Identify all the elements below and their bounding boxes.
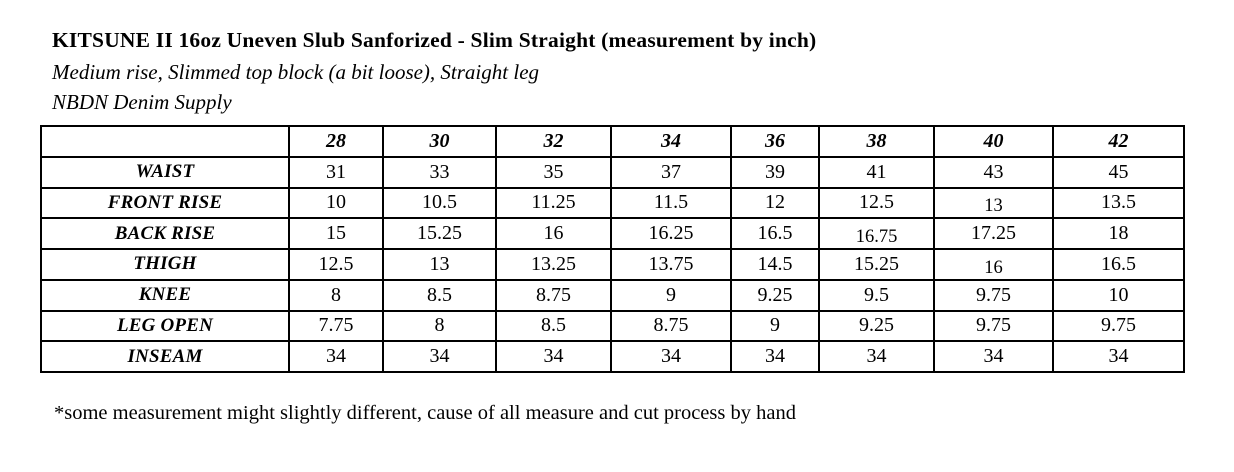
footnote-disclaimer: *some measurement might slightly differe… (54, 402, 796, 424)
measurement-cell: 8.75 (610, 309, 732, 343)
measurement-cell: 31 (288, 155, 384, 189)
row-label-waist: WAIST (40, 155, 290, 189)
measurement-cell: 34 (730, 340, 820, 373)
measurement-cell: 8.5 (495, 309, 612, 343)
measurement-cell: 13 (382, 248, 497, 281)
measurement-cell: 16.5 (730, 217, 820, 250)
measurement-cell: 11.5 (610, 186, 732, 220)
table-row-inseam: INSEAM 34 34 34 34 34 34 34 34 (40, 340, 1185, 373)
measurement-cell: 9.75 (933, 278, 1054, 312)
measurement-cell: 34 (818, 340, 935, 373)
measurement-cell: 13.75 (610, 248, 732, 281)
measurement-cell: 10 (1052, 278, 1185, 312)
measurement-cell: 12.5 (818, 186, 935, 220)
measurement-cell: 9.5 (818, 278, 935, 312)
measurement-cell: 12.5 (288, 248, 384, 281)
measurement-cell: 16.5 (1052, 248, 1185, 281)
measurement-cell: 34 (288, 340, 384, 373)
measurement-cell: 9 (730, 309, 820, 343)
row-label-thigh: THIGH (40, 248, 290, 281)
measurement-cell: 9.25 (818, 309, 935, 343)
measurement-cell: 45 (1052, 155, 1185, 189)
measurement-cell: 34 (610, 340, 732, 373)
measurement-cell: 16.75 (818, 217, 935, 250)
measurement-cell: 39 (730, 155, 820, 189)
page-title: KITSUNE II 16oz Uneven Slub Sanforized -… (52, 28, 817, 52)
size-column-header: 28 (288, 125, 384, 158)
measurement-cell: 34 (382, 340, 497, 373)
size-column-header: 36 (730, 125, 820, 158)
measurement-cell: 34 (495, 340, 612, 373)
size-measurement-table: 28 30 32 34 36 38 40 42 WAIST 31 33 35 3… (40, 125, 1185, 373)
measurement-cell: 9 (610, 278, 732, 312)
measurement-cell: 34 (933, 340, 1054, 373)
measurement-cell: 15.25 (818, 248, 935, 281)
size-column-header: 30 (382, 125, 497, 158)
measurement-cell: 9.25 (730, 278, 820, 312)
measurement-cell: 13 (933, 186, 1054, 220)
measurement-cell: 10.5 (382, 186, 497, 220)
measurement-cell: 37 (610, 155, 732, 189)
measurement-cell: 18 (1052, 217, 1185, 250)
row-label-back-rise: BACK RISE (40, 217, 290, 250)
measurement-cell: 8.5 (382, 278, 497, 312)
row-label-inseam: INSEAM (40, 340, 290, 373)
table-row-knee: KNEE 8 8.5 8.75 9 9.25 9.5 9.75 10 (40, 278, 1185, 312)
size-header-row: 28 30 32 34 36 38 40 42 (40, 125, 1185, 158)
measurement-cell: 43 (933, 155, 1054, 189)
measurement-cell: 8 (288, 278, 384, 312)
measurement-cell: 16 (933, 248, 1054, 281)
subtitle-fit-description: Medium rise, Slimmed top block (a bit lo… (52, 60, 540, 84)
measurement-cell: 10 (288, 186, 384, 220)
table-row-leg-open: LEG OPEN 7.75 8 8.5 8.75 9 9.25 9.75 9.7… (40, 309, 1185, 343)
measurement-cell: 34 (1052, 340, 1185, 373)
measurement-cell: 16 (495, 217, 612, 250)
corner-cell (40, 125, 290, 158)
size-column-header: 32 (495, 125, 612, 158)
row-label-front-rise: FRONT RISE (40, 186, 290, 220)
size-column-header: 42 (1052, 125, 1185, 158)
measurement-cell: 9.75 (933, 309, 1054, 343)
measurement-cell: 12 (730, 186, 820, 220)
measurement-cell: 41 (818, 155, 935, 189)
size-column-header: 34 (610, 125, 732, 158)
measurement-cell: 13.25 (495, 248, 612, 281)
row-label-leg-open: LEG OPEN (40, 309, 290, 343)
measurement-cell: 15.25 (382, 217, 497, 250)
table-row-thigh: THIGH 12.5 13 13.25 13.75 14.5 15.25 16 … (40, 248, 1185, 281)
measurement-cell: 11.25 (495, 186, 612, 220)
measurement-cell: 33 (382, 155, 497, 189)
measurement-cell: 35 (495, 155, 612, 189)
table-row-front-rise: FRONT RISE 10 10.5 11.25 11.5 12 12.5 13… (40, 186, 1185, 220)
measurement-cell: 17.25 (933, 217, 1054, 250)
size-column-header: 40 (933, 125, 1054, 158)
measurement-cell: 15 (288, 217, 384, 250)
subtitle-brand-name: NBDN Denim Supply (52, 90, 232, 114)
row-label-knee: KNEE (40, 278, 290, 312)
measurement-cell: 8.75 (495, 278, 612, 312)
measurement-cell: 9.75 (1052, 309, 1185, 343)
measurement-cell: 7.75 (288, 309, 384, 343)
table-row-waist: WAIST 31 33 35 37 39 41 43 45 (40, 155, 1185, 189)
size-column-header: 38 (818, 125, 935, 158)
table-row-back-rise: BACK RISE 15 15.25 16 16.25 16.5 16.75 1… (40, 217, 1185, 250)
measurement-cell: 8 (382, 309, 497, 343)
measurement-cell: 13.5 (1052, 186, 1185, 220)
measurement-cell: 16.25 (610, 217, 732, 250)
measurement-cell: 14.5 (730, 248, 820, 281)
